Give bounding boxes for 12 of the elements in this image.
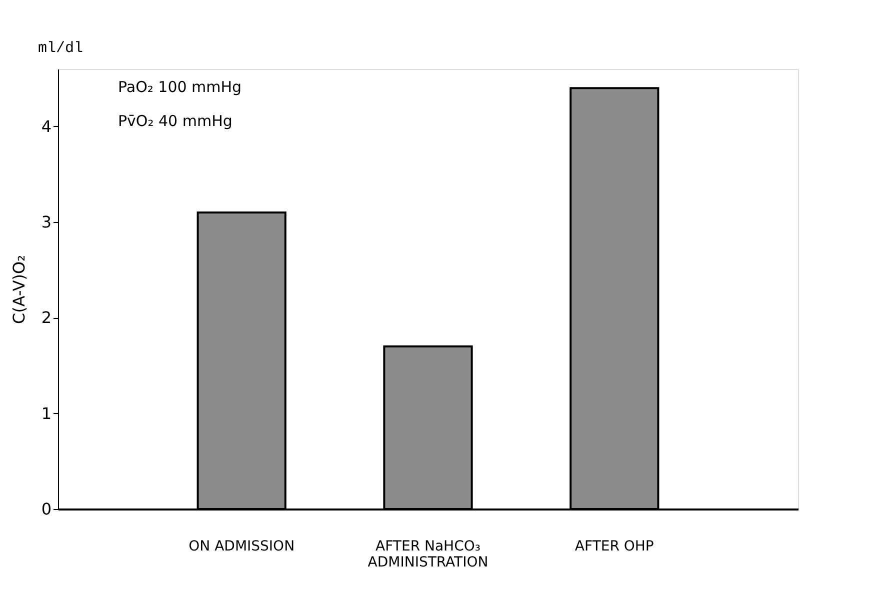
x-tick-label: AFTER OHP: [574, 538, 654, 554]
annotation: PaO₂ 100 mmHg: [118, 78, 242, 96]
y-tick-label: 0: [41, 500, 52, 518]
annotation: Pv̄O₂ 40 mmHg: [118, 112, 232, 130]
x-tick-label: AFTER NaHCO₃ ADMINISTRATION: [368, 538, 488, 570]
y-tick-label: 3: [41, 212, 52, 232]
y-axis-title: C(A-V)O₂: [9, 254, 28, 324]
y-tick-label: 1: [41, 404, 52, 423]
y-tick-label: 4: [41, 116, 52, 136]
y-tick-label: 2: [41, 308, 52, 328]
x-tick-label: ON ADMISSION: [188, 538, 295, 554]
text: ml/dl: [38, 40, 84, 57]
